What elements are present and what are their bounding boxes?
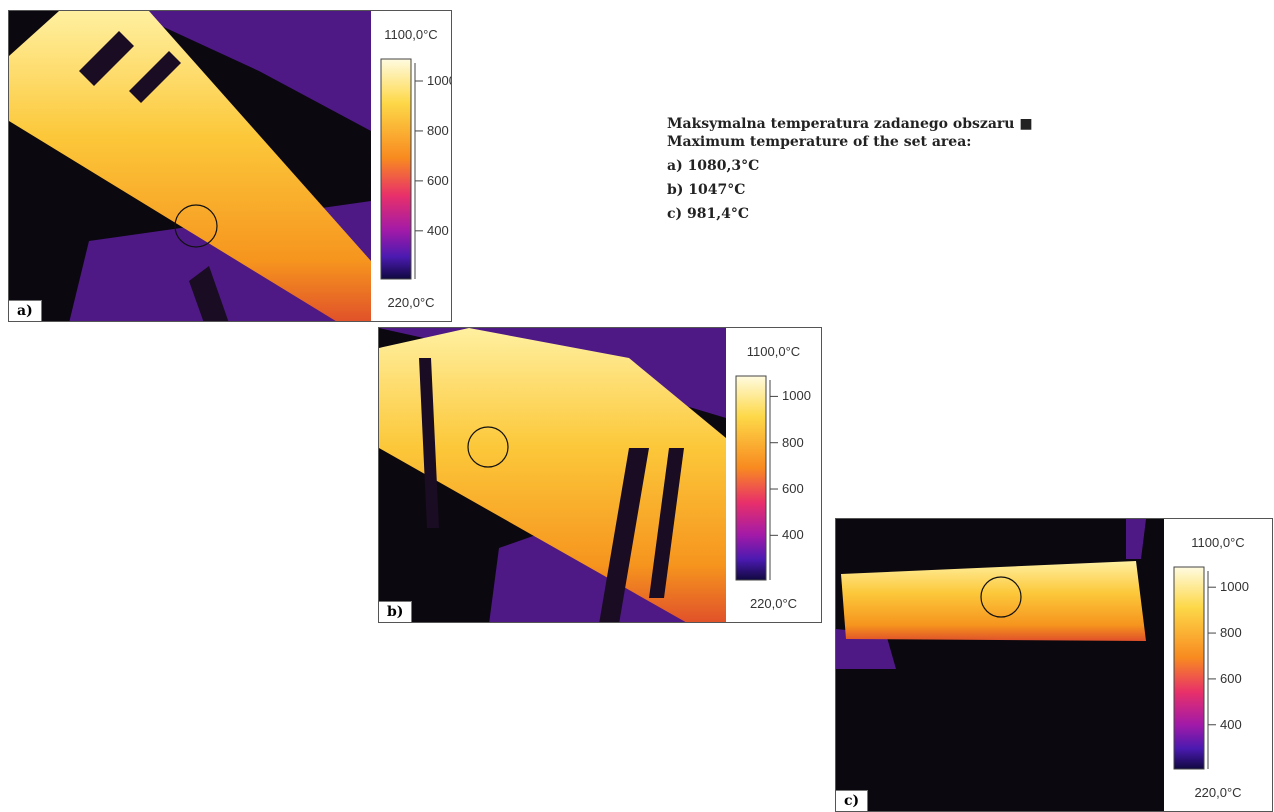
panel-label: b): [379, 601, 412, 622]
scale-tick-label: 400: [427, 223, 449, 238]
scale-tick-label: 600: [782, 481, 804, 496]
scale-bar: [736, 376, 766, 580]
caption: Maksymalna temperatura zadanego obszaru …: [667, 112, 1033, 226]
scale-bar: [1174, 567, 1204, 769]
scale-tick-label: 600: [1220, 671, 1242, 686]
scale-tick-label: 600: [427, 173, 449, 188]
thermal-image: [836, 519, 1164, 812]
caption-item: a) 1080,3°C: [667, 154, 1033, 178]
page: Maksymalna temperatura zadanego obszaru …: [0, 0, 1274, 812]
scale-tick-label: 400: [782, 527, 804, 542]
panel-label: a): [9, 300, 42, 321]
scale-tick-label: 1000: [427, 73, 452, 88]
caption-item: b) 1047°C: [667, 178, 1033, 202]
scale-tick-label: 800: [1220, 625, 1242, 640]
panel-label: c): [836, 790, 868, 811]
thermal-image: [379, 328, 726, 623]
scale-tick-label: 1000: [1220, 579, 1249, 594]
color-scale: [1164, 519, 1272, 812]
caption-item: c) 981,4°C: [667, 202, 1033, 226]
thermal-image: [9, 11, 371, 322]
color-scale: [371, 11, 451, 322]
scale-tick-label: 800: [782, 435, 804, 450]
scale-bar: [381, 59, 411, 279]
hot-region: [841, 561, 1146, 641]
color-scale: [726, 328, 821, 623]
scale-tick-label: 800: [427, 123, 449, 138]
scale-tick-label: 1000: [782, 388, 811, 403]
scale-tick-label: 400: [1220, 717, 1242, 732]
